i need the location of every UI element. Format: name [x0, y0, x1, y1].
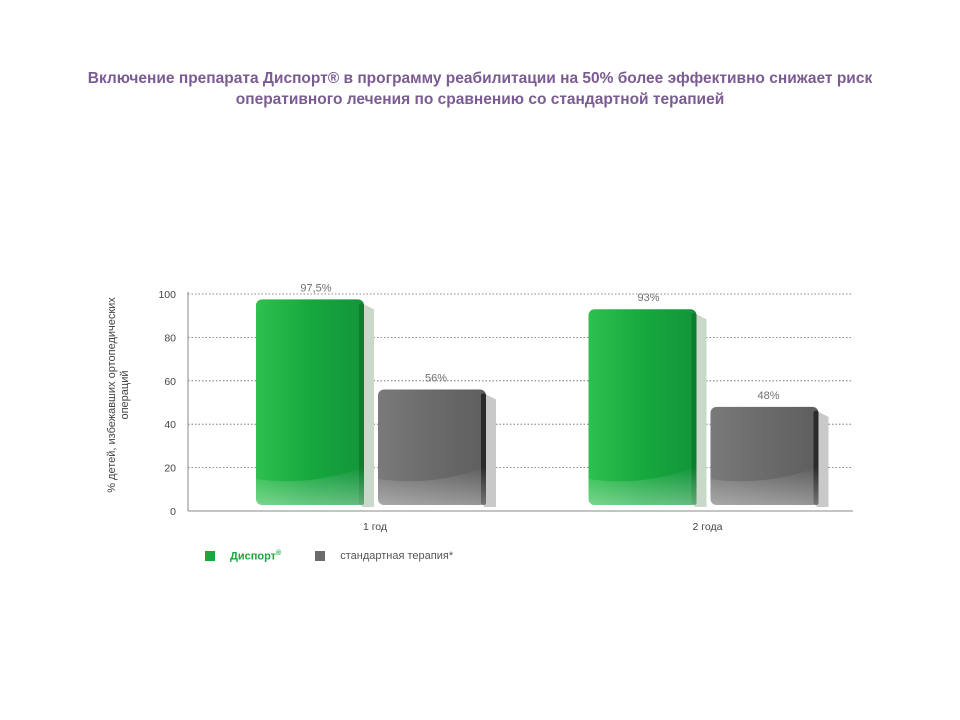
data-label: 93% [637, 292, 659, 304]
bar-reflection [710, 467, 819, 505]
bar-side [694, 313, 707, 507]
bar [256, 299, 364, 505]
slide-title: Включение препарата Диспорт® в программу… [0, 68, 960, 110]
slide-title-line-1: Включение препарата Диспорт® в программу… [87, 70, 873, 87]
y-tick-label: 0 [170, 506, 176, 518]
bar-side [484, 393, 496, 507]
bar-edge [691, 313, 697, 505]
legend-label-standard: стандартная терапия* [340, 550, 454, 563]
legend-label-dysport: Диспорт® [230, 550, 282, 563]
legend-item-dysport: Диспорт® [205, 550, 281, 563]
x-tick-label: 1 год [363, 521, 387, 533]
bar-reflection [378, 467, 486, 505]
x-tick-label: 2 года [693, 521, 723, 533]
y-tick-label: 60 [164, 376, 176, 388]
slide-title-line-2: оперативного лечения по сравнению со ста… [235, 91, 725, 108]
data-label: 97,5% [300, 282, 331, 294]
y-tick-label: 20 [164, 463, 176, 475]
bar [588, 309, 697, 505]
bar-side [362, 303, 374, 507]
bar-edge [359, 303, 364, 505]
y-tick-label: 80 [164, 332, 176, 344]
legend-item-standard: стандартная терапия* [315, 550, 453, 562]
bar-side [816, 410, 829, 507]
y-axis-title: % детей, избежавших ортопедическихоперац… [106, 297, 131, 493]
bar-reflection [256, 467, 364, 505]
legend-swatch-dysport [205, 551, 215, 562]
legend: Диспорт® стандартная терапия* [205, 550, 487, 563]
y-tick-label: 40 [164, 419, 176, 431]
data-label: 56% [425, 372, 447, 384]
bar-reflection [588, 467, 697, 505]
legend-swatch-standard [315, 551, 326, 562]
data-label: 48% [757, 390, 779, 402]
y-tick-label: 100 [158, 289, 176, 301]
